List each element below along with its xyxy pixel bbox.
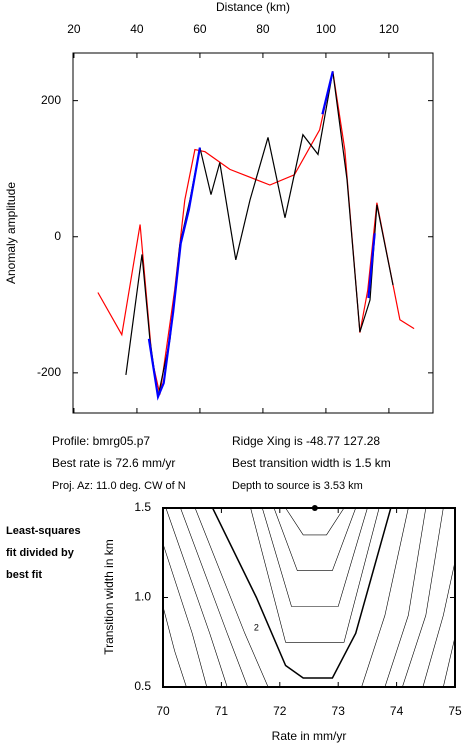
plot-frame bbox=[72, 52, 434, 414]
contour-line bbox=[422, 561, 456, 688]
best-fit-point bbox=[311, 505, 318, 511]
x-tick-label: 73 bbox=[332, 704, 346, 718]
series-line bbox=[147, 147, 201, 401]
contour-line bbox=[273, 507, 356, 571]
plot-frame bbox=[162, 507, 456, 688]
y-tick-label: 0 bbox=[54, 229, 61, 243]
y-tick-label: -200 bbox=[37, 365, 61, 379]
x-tick-label: 100 bbox=[316, 22, 336, 36]
series-line bbox=[367, 233, 376, 299]
contour-label: 2 bbox=[254, 622, 259, 632]
side-note: best fit bbox=[6, 569, 42, 581]
x-tick-label: 70 bbox=[156, 704, 170, 718]
side-note: Least-squares bbox=[6, 525, 81, 537]
info: Best rate is 72.6 mm/yr bbox=[52, 456, 175, 470]
x-tick-label: 40 bbox=[130, 22, 144, 36]
y-axis-title: Anomaly amplitude bbox=[4, 182, 18, 284]
x-tick-label: 20 bbox=[67, 22, 81, 36]
x-tick-label: 74 bbox=[390, 704, 404, 718]
x-axis-title: Distance (km) bbox=[216, 0, 290, 14]
contour-line bbox=[194, 507, 269, 688]
info: Ridge Xing is -48.77 127.28 bbox=[232, 434, 380, 448]
y-tick-label: 0.5 bbox=[134, 679, 151, 693]
series-line bbox=[321, 71, 334, 115]
info: Profile: bmrg05.p7 bbox=[52, 434, 150, 448]
x-tick-label: 80 bbox=[256, 22, 270, 36]
info: Proj. Az: 11.0 deg. CW of N bbox=[52, 480, 186, 492]
contour-line bbox=[262, 507, 368, 607]
x-axis-title: Rate in mm/yr bbox=[272, 729, 347, 743]
contour-line bbox=[443, 636, 456, 688]
series-line bbox=[125, 71, 394, 397]
contour-line bbox=[211, 507, 392, 679]
x-tick-label: 75 bbox=[448, 704, 462, 718]
x-tick-label: 60 bbox=[193, 22, 207, 36]
x-tick-label: 120 bbox=[379, 22, 399, 36]
contour-line bbox=[180, 507, 248, 688]
info: Best transition width is 1.5 km bbox=[232, 456, 391, 470]
y-tick-label: 1.0 bbox=[134, 590, 151, 604]
contour-line bbox=[162, 543, 208, 688]
contour-line bbox=[165, 507, 228, 688]
x-tick-label: 72 bbox=[273, 704, 287, 718]
y-axis-title: Transition width in km bbox=[102, 539, 116, 655]
y-tick-label: 200 bbox=[41, 93, 61, 107]
series-line bbox=[97, 71, 415, 395]
contour-line bbox=[250, 507, 380, 643]
x-tick-label: 71 bbox=[215, 704, 229, 718]
contour-line bbox=[402, 507, 444, 688]
contour-line bbox=[384, 507, 427, 688]
contour-line bbox=[361, 507, 409, 688]
contour-line bbox=[162, 606, 187, 688]
contour-line bbox=[285, 507, 345, 536]
info: Depth to source is 3.53 km bbox=[232, 480, 363, 492]
side-note: fit divided by bbox=[6, 547, 75, 559]
y-tick-label: 1.5 bbox=[134, 500, 151, 514]
